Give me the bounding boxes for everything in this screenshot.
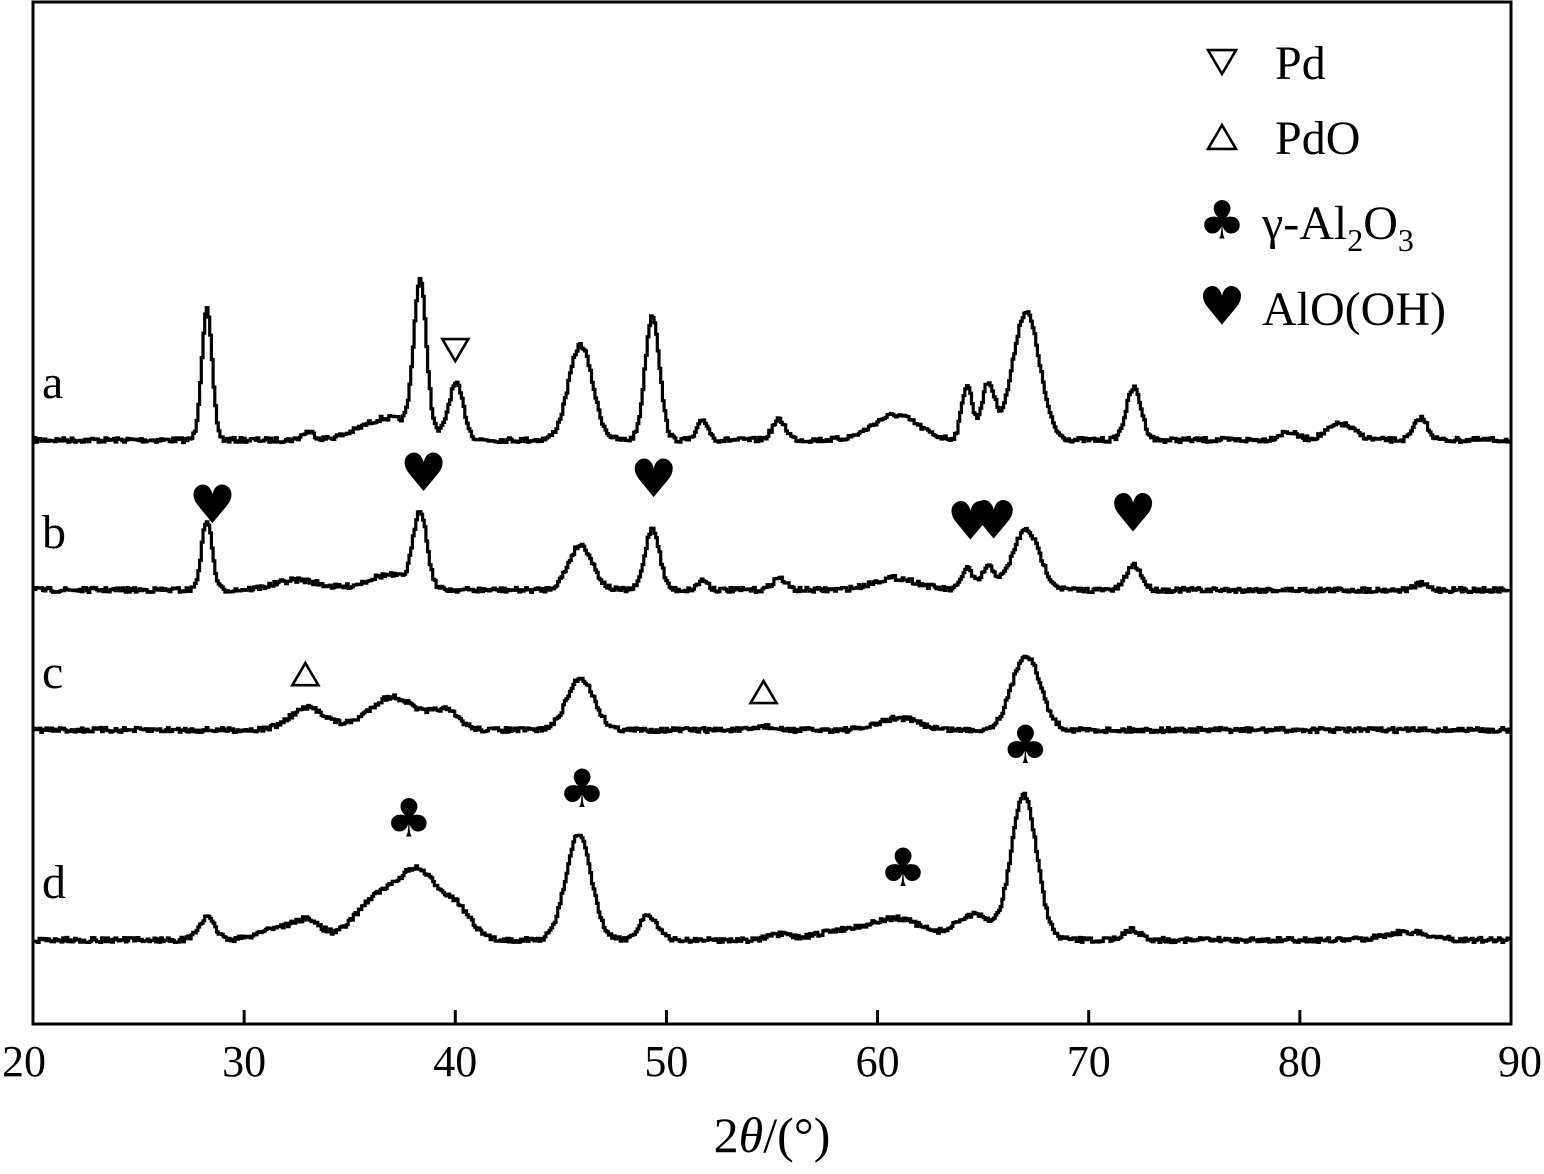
marker-heart-5: ♥ — [400, 443, 447, 504]
marker-open-up-triangle-2 — [290, 660, 321, 687]
marker-open-down-triangle-1 — [440, 337, 471, 364]
traces: a b c d — [34, 276, 1511, 945]
x-axis-ticks: 20 30 40 50 60 70 80 90 — [2, 1010, 1542, 1086]
trace-a — [34, 276, 1511, 445]
trace-label-b: b — [42, 506, 66, 559]
trace-label-c: c — [42, 646, 63, 699]
legend-label-sub: 2 — [1347, 222, 1363, 258]
x-tick-label-20: 20 — [2, 1037, 46, 1086]
trace-label-a: a — [42, 356, 63, 409]
x-tick-label-40: 40 — [433, 1037, 477, 1086]
marker-heart-8: ♥ — [970, 491, 1017, 552]
x-tick-label-90: 90 — [1498, 1037, 1542, 1086]
legend-label-2: PdO — [1275, 112, 1360, 165]
x-axis-title: 2θ/(°) — [714, 1107, 831, 1163]
marker-club-12: ♣ — [879, 838, 926, 899]
trace-b — [34, 510, 1511, 594]
x-tick-label-70: 70 — [1067, 1037, 1111, 1086]
marker-club-10: ♣ — [385, 788, 432, 849]
plot-frame — [31, 0, 1513, 1026]
marker-heart-6: ♥ — [630, 449, 677, 510]
x-tick-label-80: 80 — [1278, 1037, 1322, 1086]
trace-label-d: d — [42, 856, 66, 909]
legend-label-1: Pd — [1275, 37, 1326, 90]
marker-heart-7: ♥ — [947, 492, 994, 553]
phase-markers: ♥♥ ♥♥♥ ♥♣ ♣♣♣ — [189, 337, 1157, 899]
x-tick-label-60: 60 — [856, 1037, 900, 1086]
legend-open-up-triangle-icon — [1205, 122, 1239, 151]
marker-club-13: ♣ — [1002, 715, 1049, 776]
marker-club-11: ♣ — [558, 759, 605, 820]
marker-heart-9: ♥ — [1109, 484, 1156, 545]
x-tick-label-50: 50 — [644, 1037, 688, 1086]
trace-c — [34, 654, 1511, 735]
legend-label-part: γ-Al — [1261, 197, 1347, 250]
legend-label-sub: 3 — [1398, 222, 1414, 258]
legend: Pd PdO ♣ γ-Al2O3 ♥ AlO(OH) — [1198, 37, 1446, 338]
marker-open-up-triangle-3 — [748, 678, 779, 705]
x-axis-title-unit: /(°) — [763, 1107, 830, 1163]
legend-heart-icon: ♥ — [1198, 277, 1245, 338]
legend-club-icon: ♣ — [1198, 191, 1245, 252]
legend-label-part: O — [1363, 197, 1398, 250]
x-axis-title-theta: θ — [739, 1107, 764, 1163]
x-axis-title-prefix: 2 — [714, 1107, 739, 1163]
marker-heart-4: ♥ — [189, 475, 236, 536]
trace-d — [34, 791, 1511, 945]
legend-open-down-triangle-icon — [1205, 48, 1239, 77]
legend-label-4: AlO(OH) — [1262, 283, 1446, 336]
legend-label-3: γ-Al2O3 — [1261, 197, 1414, 258]
x-tick-label-30: 30 — [222, 1037, 266, 1086]
